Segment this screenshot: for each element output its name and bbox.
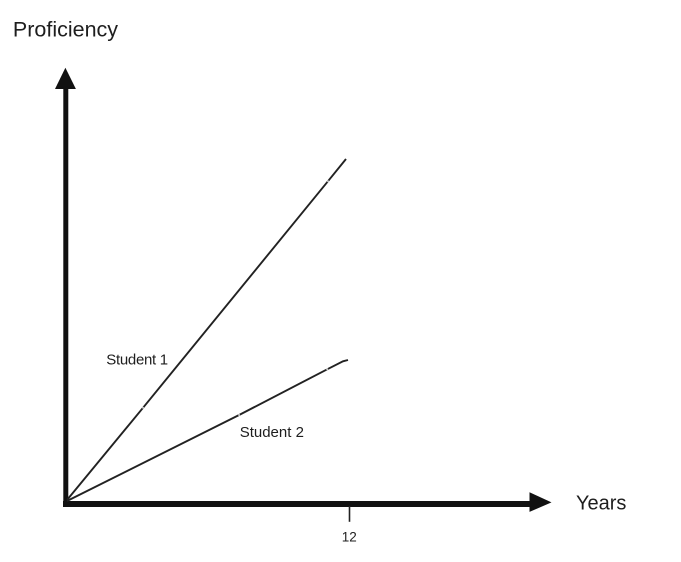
- svg-text:Years: Years: [576, 493, 626, 515]
- svg-text:12: 12: [342, 530, 357, 545]
- svg-text:Student 1: Student 1: [106, 352, 168, 369]
- svg-text:Proficiency: Proficiency: [13, 18, 118, 42]
- svg-text:Student 2: Student 2: [240, 424, 304, 441]
